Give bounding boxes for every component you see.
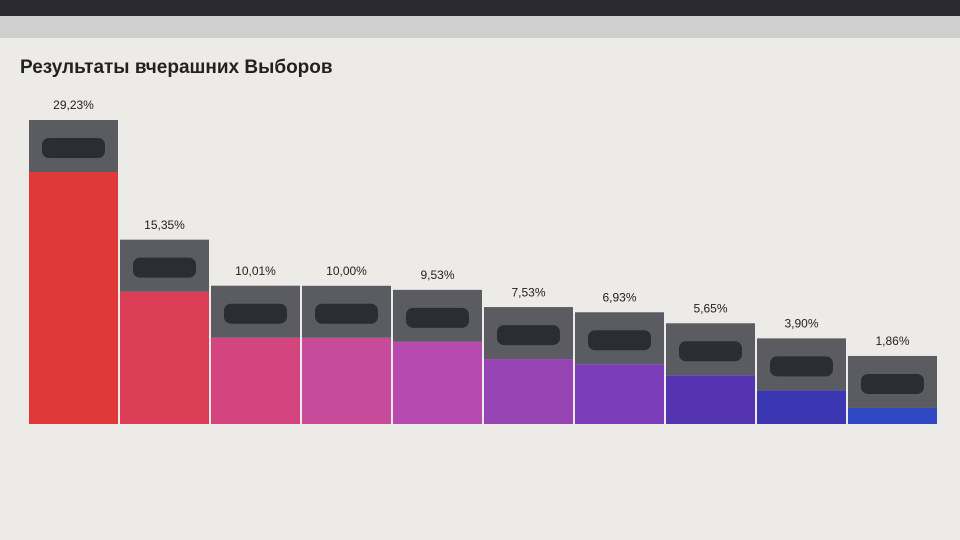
bar	[666, 375, 755, 424]
car-shape	[133, 257, 196, 278]
chart-title: Результаты вчерашних Выборов	[20, 57, 333, 78]
value-label: 15,35%	[144, 218, 185, 232]
bar	[848, 407, 937, 424]
bar	[29, 172, 118, 424]
car-shape	[861, 373, 924, 394]
value-label: 10,00%	[326, 264, 367, 278]
bar	[757, 390, 846, 424]
value-label: 9,53%	[420, 268, 454, 282]
bar	[393, 341, 482, 424]
bar	[120, 291, 209, 424]
value-label: 29,23%	[53, 98, 94, 112]
browser-bar	[0, 16, 960, 38]
car-shape	[770, 356, 833, 377]
car-shape	[588, 330, 651, 351]
car-shape	[497, 325, 560, 346]
car-shape	[406, 307, 469, 328]
value-label: 10,01%	[235, 264, 276, 278]
car-shape	[679, 341, 742, 362]
value-label: 3,90%	[784, 317, 818, 331]
value-label: 7,53%	[511, 285, 545, 299]
value-label: 1,86%	[875, 334, 909, 348]
bar	[211, 337, 300, 424]
car-shape	[224, 303, 287, 324]
bar	[575, 364, 664, 424]
car-shape	[42, 138, 105, 158]
value-label: 6,93%	[602, 290, 636, 304]
value-label: 5,65%	[693, 301, 727, 315]
screen-bezel	[0, 0, 960, 16]
bar	[302, 337, 391, 424]
bar	[484, 359, 573, 424]
car-shape	[315, 303, 378, 324]
